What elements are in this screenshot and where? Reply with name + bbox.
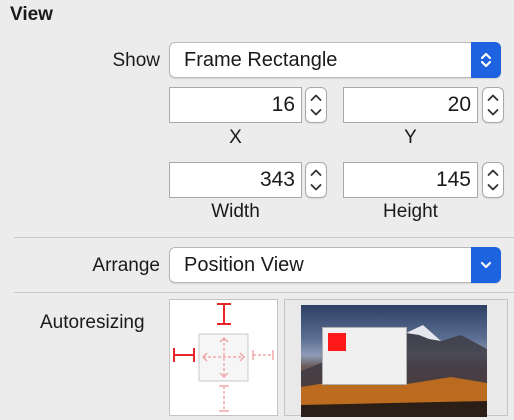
width-label: Width [211,201,260,222]
stepper-arrows-icon [310,94,322,116]
x-field[interactable]: 16 [169,87,302,123]
preview-background-image [301,305,487,417]
divider [14,237,514,238]
height-field[interactable]: 145 [343,162,478,198]
show-label: Show [112,50,160,71]
y-stepper[interactable] [482,87,504,123]
chevron-down-icon[interactable] [471,247,501,283]
autoresizing-control[interactable] [169,299,278,416]
preview-view-frame [322,327,407,385]
arrange-popup-value: Position View [184,254,304,276]
width-stepper[interactable] [305,162,327,198]
autoresizing-preview [284,299,508,417]
up-down-chevron-icon[interactable] [471,42,501,78]
stepper-arrows-icon [310,169,322,191]
show-popup-value: Frame Rectangle [184,49,338,71]
x-label: X [229,127,242,148]
arrange-label: Arrange [92,255,160,276]
preview-view [328,333,346,351]
stepper-arrows-icon [487,94,499,116]
height-stepper[interactable] [482,162,504,198]
y-label: Y [404,127,417,148]
divider [14,292,514,293]
arrange-popup[interactable]: Position View [169,247,501,283]
width-field[interactable]: 343 [169,162,302,198]
stepper-arrows-icon [487,169,499,191]
x-stepper[interactable] [305,87,327,123]
height-label: Height [383,201,438,222]
autoresizing-label: Autoresizing [40,312,145,333]
autoresizing-springs-icon [173,303,274,412]
section-title: View [10,4,53,25]
y-field[interactable]: 20 [343,87,478,123]
show-popup[interactable]: Frame Rectangle [169,42,501,78]
